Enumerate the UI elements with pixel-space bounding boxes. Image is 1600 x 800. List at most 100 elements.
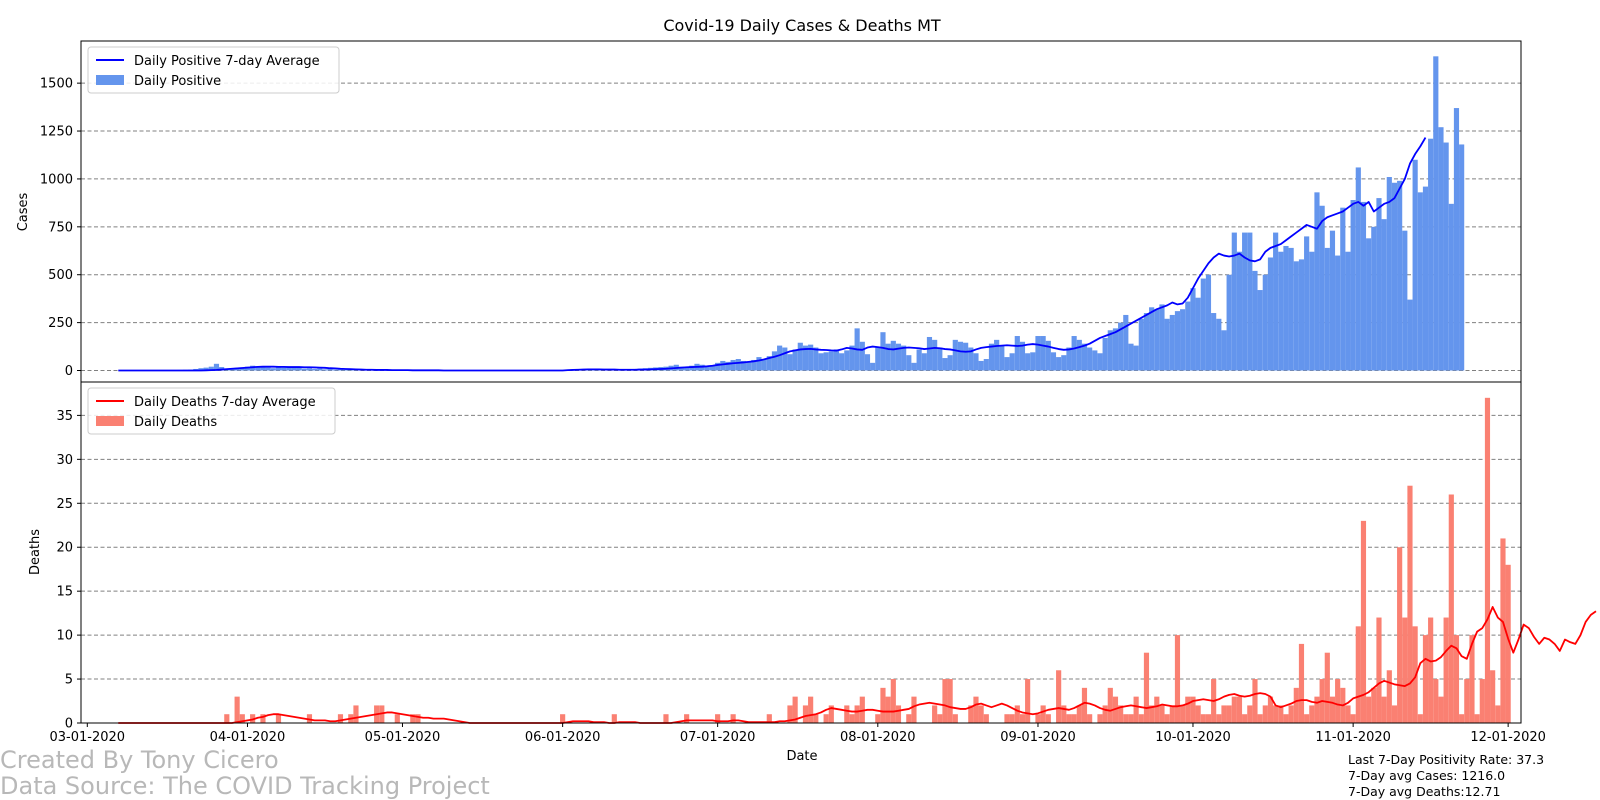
deaths-bar <box>1464 679 1470 723</box>
cases-bar <box>1448 203 1454 371</box>
cases-bar <box>1236 251 1243 371</box>
deaths-bar <box>1123 714 1129 723</box>
cases-bar <box>678 366 685 371</box>
cases-bar <box>1304 236 1310 371</box>
cases-y-tick-label: 1500 <box>40 77 73 92</box>
deaths-plot-area <box>81 382 1521 723</box>
deaths-bar <box>1298 643 1305 723</box>
cases-bar <box>746 361 752 371</box>
cases-y-tick-label: 1000 <box>40 172 73 187</box>
deaths-y-tick-label: 5 <box>65 673 73 688</box>
deaths-y-tick-label: 30 <box>56 453 73 468</box>
cases-bar <box>1216 318 1222 371</box>
cases-bar <box>1412 159 1418 371</box>
cases-y-tick-label: 0 <box>65 364 73 379</box>
deaths-bar <box>1345 705 1351 723</box>
cases-bar <box>849 345 855 371</box>
deaths-bar <box>1293 687 1299 723</box>
deaths-bar <box>1185 696 1191 723</box>
deaths-bar <box>844 705 850 723</box>
cases-bar <box>1319 205 1325 371</box>
deaths-bar <box>1061 705 1067 723</box>
cases-bar <box>1314 192 1320 371</box>
cases-legend-bar-swatch <box>96 75 124 85</box>
cases-panel: 0 250 500 750 1000 1250 1500 Daily Positive 7-d… <box>40 40 1522 383</box>
cases-y-tick-label: 1250 <box>40 125 73 140</box>
deaths-bar <box>1107 687 1113 723</box>
deaths-bar <box>1355 626 1361 723</box>
cases-bar <box>1040 336 1046 371</box>
deaths-bar <box>813 714 819 723</box>
cases-bar <box>1226 274 1232 371</box>
cases-bar <box>911 362 917 371</box>
cases-bar <box>1138 318 1144 371</box>
deaths-y-tick-label: 15 <box>56 585 73 600</box>
cases-bar <box>1376 198 1382 371</box>
cases-bar <box>932 339 938 371</box>
cases-bar <box>926 336 933 371</box>
cases-bar <box>1180 309 1186 371</box>
deaths-bar <box>1216 714 1222 723</box>
chart-title: Covid-19 Daily Cases & Deaths MT <box>663 16 941 35</box>
cases-bar <box>203 367 209 371</box>
cases-bar <box>1433 56 1439 371</box>
deaths-bar <box>1433 679 1439 723</box>
cases-bar <box>1360 201 1367 371</box>
cases-bar <box>1143 313 1150 371</box>
cases-bar <box>1118 322 1124 371</box>
deaths-bar <box>895 705 902 723</box>
cases-bar <box>952 339 958 371</box>
deaths-bar <box>1381 696 1387 723</box>
cases-bar <box>1345 251 1351 371</box>
deaths-bar <box>1505 564 1511 723</box>
cases-bar <box>818 353 824 371</box>
cases-bar <box>844 350 850 371</box>
x-tick-label: 07-01-2020 <box>680 730 756 745</box>
cases-bar <box>957 341 964 371</box>
deaths-bar <box>1102 705 1108 723</box>
cases-bar <box>1371 226 1377 371</box>
cases-bar <box>730 359 736 371</box>
deaths-bar <box>234 696 240 723</box>
cases-bar <box>343 369 349 371</box>
deaths-bar <box>911 696 917 723</box>
deaths-bar <box>1190 696 1196 723</box>
deaths-bar <box>1056 670 1062 723</box>
cases-bar <box>1293 261 1299 371</box>
deaths-bar <box>1174 635 1181 723</box>
cases-bar <box>859 341 865 371</box>
deaths-bar <box>1138 714 1144 723</box>
deaths-bar <box>1133 696 1139 723</box>
deaths-bar <box>1391 705 1398 723</box>
deaths-bar <box>1448 494 1454 723</box>
cases-bar <box>1174 311 1181 371</box>
cases-bar <box>709 365 716 371</box>
cases-bar <box>1045 340 1051 371</box>
cases-bar <box>1087 347 1093 371</box>
cases-bar <box>1071 336 1077 371</box>
deaths-bar <box>1200 714 1206 723</box>
deaths-bar <box>1479 679 1485 723</box>
cases-bar <box>715 362 721 371</box>
credit-source: Data Source: The COVID Tracking Project <box>0 772 490 800</box>
deaths-bar <box>968 705 974 723</box>
cases-bar <box>735 359 741 371</box>
deaths-bar <box>849 714 855 723</box>
cases-bar <box>999 345 1005 371</box>
cases-bar <box>1061 355 1067 371</box>
cases-bar <box>265 367 271 371</box>
cases-bar <box>1355 167 1361 371</box>
cases-bar <box>317 368 323 371</box>
deaths-bar <box>937 714 943 723</box>
cases-bar <box>1428 138 1434 371</box>
deaths-bar <box>1329 696 1336 723</box>
cases-bar <box>1417 192 1423 371</box>
cases-bar <box>813 347 819 371</box>
x-tick-label: 12-01-2020 <box>1470 730 1546 745</box>
cases-bar <box>1309 251 1315 371</box>
deaths-bar <box>394 714 400 723</box>
cases-bar <box>1004 357 1010 371</box>
cases-bar <box>1231 232 1237 371</box>
deaths-bar <box>1242 714 1248 723</box>
cases-bar <box>973 353 979 371</box>
